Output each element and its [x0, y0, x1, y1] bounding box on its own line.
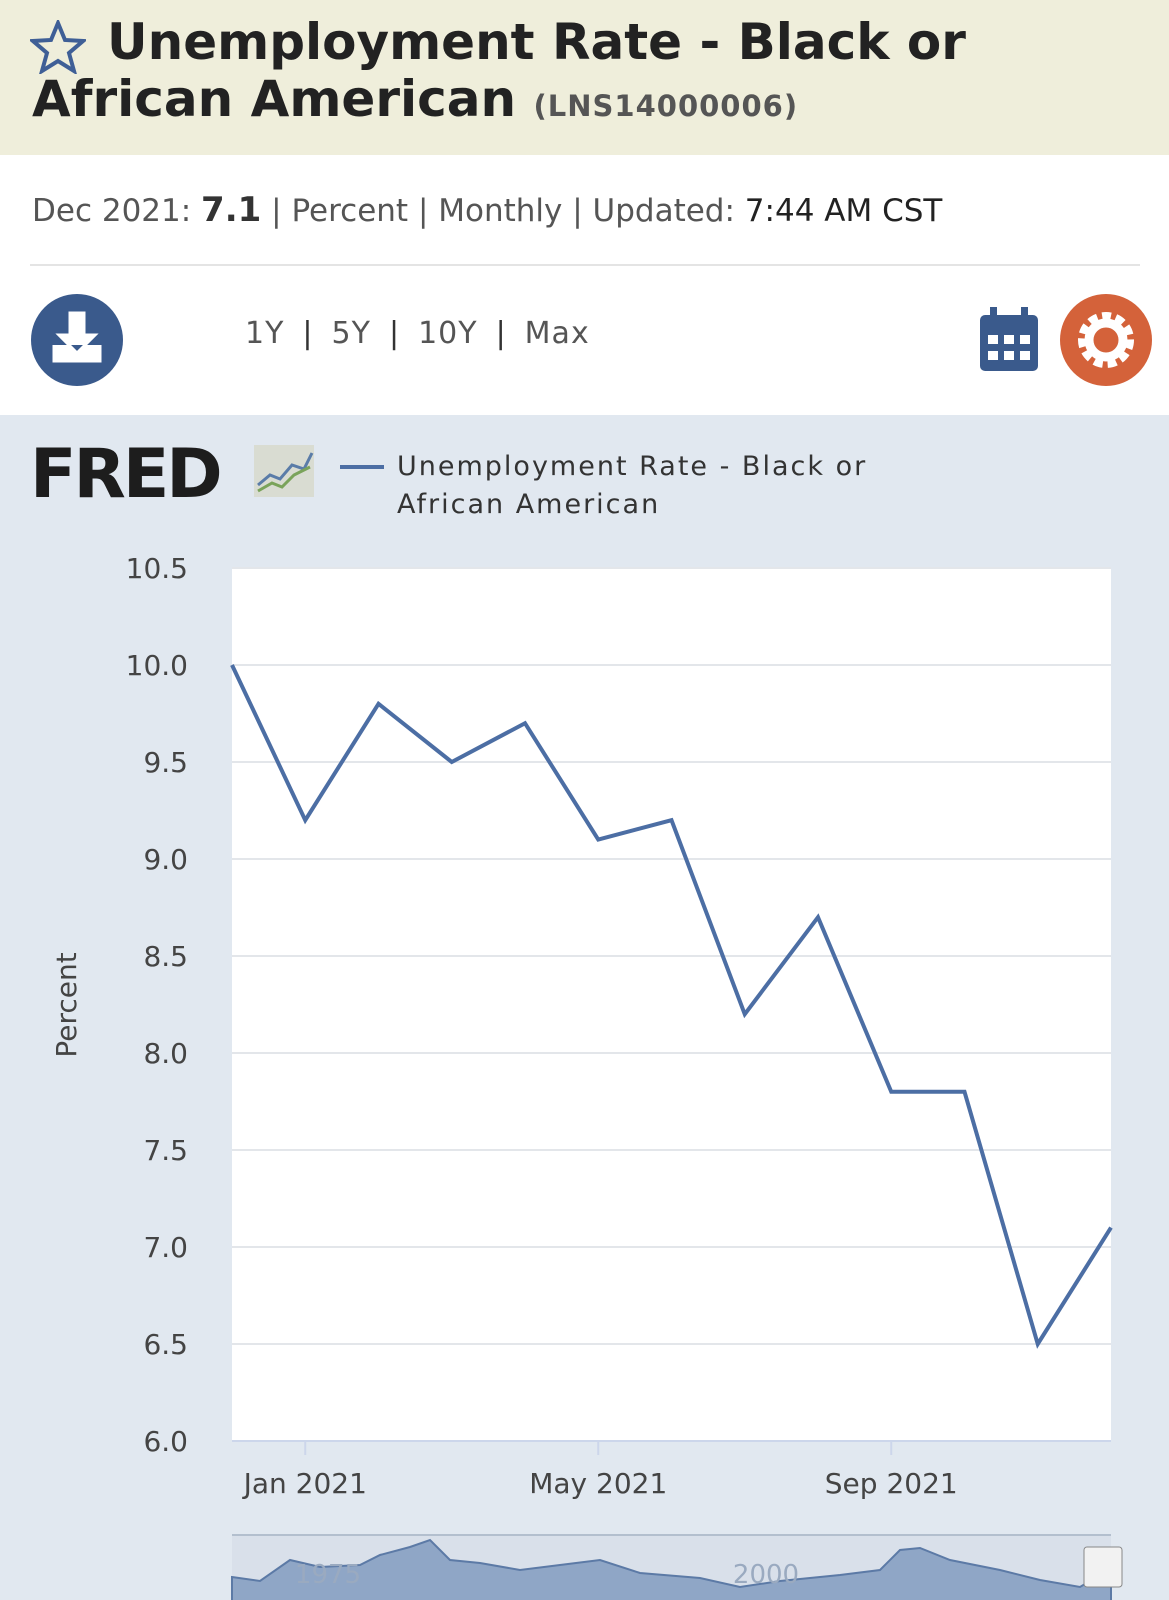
settings-button[interactable] — [1059, 293, 1153, 387]
calendar-grid — [988, 335, 1030, 360]
y-tick-label: 9.5 — [143, 746, 188, 779]
updated-time: 7:44 AM CST — [744, 193, 943, 229]
x-tick-label: Jan 2021 — [242, 1467, 367, 1500]
logo-icon-line — [257, 452, 314, 487]
date: Dec 2021: — [32, 193, 192, 229]
y-tick-label: 7.5 — [143, 1134, 188, 1167]
calendar-ring — [1021, 307, 1028, 321]
navigator-handle[interactable] — [1083, 1546, 1123, 1588]
y-tick-label: 6.5 — [143, 1328, 188, 1361]
calendar-button[interactable] — [978, 305, 1040, 373]
meta-line: Dec 2021: 7.1 | Percent | Monthly | Upda… — [32, 190, 943, 230]
gear-ring — [1084, 318, 1128, 362]
series-id: (LNS14000006) — [533, 89, 799, 123]
latest-value: 7.1 — [201, 190, 262, 230]
series-line — [230, 664, 1113, 1349]
navigator-label: 1975 — [295, 1560, 361, 1590]
calendar-ring — [990, 307, 997, 321]
plot-area — [232, 568, 1111, 1441]
chart: 6.0 6.5 7.0 7.5 8.0 8.5 9.0 9.5 10.0 10.5 Jan 2021… — [50, 552, 1123, 1600]
range-button[interactable]: Max — [524, 316, 590, 351]
range-button[interactable]: 1Y — [245, 316, 285, 351]
navigator-label: 2000 — [733, 1560, 799, 1590]
logo: FRED — [30, 435, 223, 514]
download-button[interactable] — [30, 293, 124, 387]
frequency: Monthly — [438, 193, 563, 229]
x-tick-label: Sep 2021 — [825, 1467, 958, 1500]
y-tick-label: 10.0 — [126, 649, 188, 682]
star-icon — [30, 20, 86, 74]
title: Unemployment Rate - Black or African Ame… — [32, 14, 1042, 135]
logo-icon — [254, 445, 314, 497]
settings-circle — [1060, 294, 1152, 386]
y-tick-label: 9.0 — [143, 843, 188, 876]
header-band — [0, 0, 1169, 155]
y-tick-label: 10.5 — [126, 552, 188, 585]
range-button[interactable]: 10Y — [418, 316, 478, 351]
gear-teeth — [1078, 312, 1134, 368]
y-tick-label: 7.0 — [143, 1231, 188, 1264]
range-buttons: 1Y | 5Y | 10Y | Max — [245, 316, 590, 351]
y-tick-label: 8.5 — [143, 940, 188, 973]
y-tick-label: 6.0 — [143, 1425, 188, 1458]
updated-label: Updated: — [592, 193, 735, 229]
y-axis-label: Percent — [50, 952, 83, 1057]
range-button[interactable]: 5Y — [331, 316, 371, 351]
legend-swatch — [340, 465, 384, 469]
title-text: Unemployment Rate - Black or African Ame… — [32, 13, 966, 128]
download-icon — [52, 311, 102, 363]
navigator-area — [231, 1538, 1112, 1600]
legend-entry[interactable]: Unemployment Rate - Black or African Ame… — [397, 451, 868, 520]
y-tick-label: 8.0 — [143, 1037, 188, 1070]
logo-icon-line — [257, 465, 311, 493]
favorite-star[interactable] — [30, 20, 86, 74]
x-tick-label: May 2021 — [529, 1467, 667, 1500]
separator — [30, 264, 1140, 266]
units: Percent — [291, 193, 409, 229]
